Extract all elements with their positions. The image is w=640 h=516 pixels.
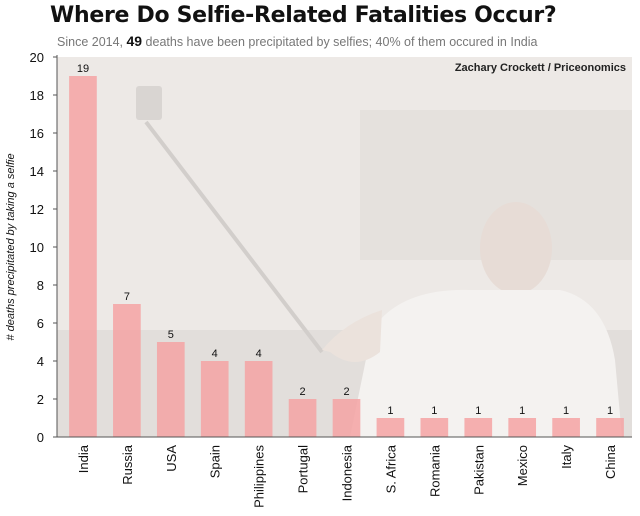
category-label: USA [164,445,179,472]
subtitle-suffix: deaths have been precipitated by selfies… [142,35,538,49]
y-tick-label: 14 [30,164,44,179]
category-label: Italy [559,445,574,469]
bar [552,418,580,437]
y-axis-title: # deaths precipitated by taking a selfie [5,153,17,340]
selfie-stick [144,120,324,354]
category-label: Indonesia [340,444,355,501]
category-label: India [76,444,91,473]
bar [596,418,624,437]
subtitle-prefix: Since 2014, [57,35,127,49]
y-tick-label: 16 [30,126,44,141]
y-tick-label: 2 [37,392,44,407]
category-label: Romania [427,444,442,497]
category-label: S. Africa [383,444,398,493]
bar [244,361,273,437]
category-label: Philippines [252,445,267,508]
y-tick-label: 8 [37,278,44,293]
y-tick-label: 6 [37,316,44,331]
y-tick-label: 12 [30,202,44,217]
bar [288,399,317,437]
subtitle-death-count: 49 [126,33,143,49]
chart-credit: Zachary Crockett / Priceonomics [454,62,626,74]
person-body [350,289,622,437]
data-label: 1 [387,405,393,417]
chart-title: Where Do Selfie-Related Fatalities Occur… [50,3,557,28]
category-label: Spain [208,445,223,478]
data-label: 2 [343,386,349,398]
bar [508,418,537,437]
bar [464,418,493,437]
category-label: Mexico [515,445,530,486]
data-label: 1 [431,405,437,417]
background-photo [57,57,632,437]
y-tick-label: 10 [30,240,44,255]
category-label: Russia [120,444,135,485]
data-label: 4 [212,348,218,360]
bar [156,342,185,437]
data-label: 1 [519,405,525,417]
y-tick-label: 0 [37,430,44,445]
y-tick-label: 18 [30,88,44,103]
bar [420,418,449,437]
chart-subtitle: Since 2014, 49 deaths have been precipit… [57,33,537,49]
data-label: 1 [607,405,613,417]
category-label: Pakistan [471,445,486,495]
y-tick-label: 20 [30,50,44,65]
category-label: Portugal [296,445,311,494]
bar [376,418,405,437]
data-label: 4 [256,348,262,360]
bars: 19 India 7 Russia 5 USA 4 Spain 4 Philippines 2 Por… [69,63,624,508]
data-label: 1 [563,405,569,417]
bar [69,76,97,437]
data-label: 19 [77,63,89,75]
phone-shape [136,86,162,120]
person-head [480,202,552,294]
data-label: 5 [168,329,174,341]
bar [332,399,361,437]
data-label: 2 [300,386,306,398]
data-label: 7 [124,291,130,303]
data-label: 1 [475,405,481,417]
y-tick-label: 4 [37,354,44,369]
category-label: China [603,444,618,479]
bar [200,361,229,437]
bar [113,304,141,437]
person-arm [322,310,382,362]
